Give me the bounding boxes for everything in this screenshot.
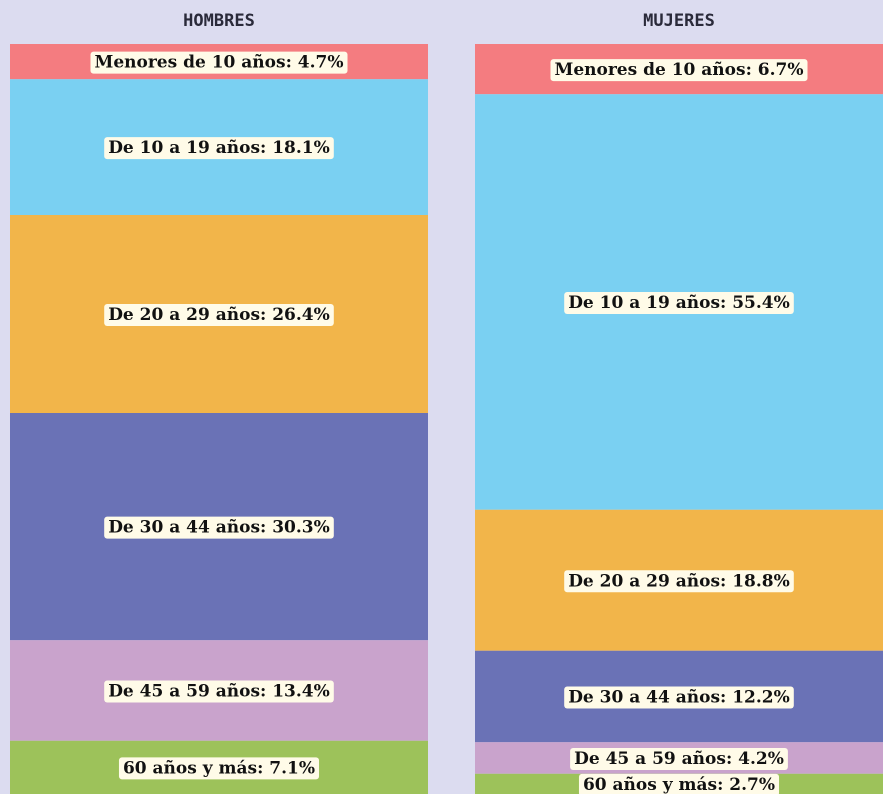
value-label: De 10 a 19 años: 18.1% xyxy=(108,138,330,158)
segment-label: De 20 a 29 años: 26.4% xyxy=(104,304,334,326)
segment-label: 60 años y más: 2.7% xyxy=(578,773,780,794)
label-background xyxy=(104,516,334,539)
column-title: MUJERES xyxy=(643,11,715,31)
value-label: De 45 a 59 años: 13.4% xyxy=(108,682,330,702)
label-background xyxy=(578,773,780,794)
segment-label: De 10 a 19 años: 55.4% xyxy=(564,292,794,314)
segment-label: Menores de 10 años: 6.7% xyxy=(550,59,808,82)
label-background xyxy=(104,680,334,703)
segment-label: De 10 a 19 años: 18.1% xyxy=(104,137,334,160)
value-label: De 20 a 29 años: 18.8% xyxy=(568,571,790,591)
label-background xyxy=(104,304,334,326)
segment-label: De 30 a 44 años: 30.3% xyxy=(104,516,334,539)
segment-label: De 45 a 59 años: 4.2% xyxy=(570,748,788,770)
label-background xyxy=(570,748,788,770)
segment-label: Menores de 10 años: 4.7% xyxy=(90,51,348,74)
value-label: De 20 a 29 años: 26.4% xyxy=(108,305,330,325)
segment-label: De 20 a 29 años: 18.8% xyxy=(564,570,794,593)
label-background xyxy=(118,757,320,780)
value-label: 60 años y más: 7.1% xyxy=(123,758,315,778)
value-label: Menores de 10 años: 6.7% xyxy=(555,60,804,80)
value-label: 60 años y más: 2.7% xyxy=(583,775,775,794)
label-background xyxy=(564,292,794,314)
column-title: HOMBRES xyxy=(183,11,255,31)
value-label: Menores de 10 años: 4.7% xyxy=(95,53,344,73)
segment-label: 60 años y más: 7.1% xyxy=(118,757,320,780)
value-label: De 10 a 19 años: 55.4% xyxy=(568,293,790,313)
segment-label: De 30 a 44 años: 12.2% xyxy=(564,686,794,709)
value-label: De 45 a 59 años: 4.2% xyxy=(574,749,784,769)
segment-label: De 45 a 59 años: 13.4% xyxy=(104,680,334,703)
label-background xyxy=(104,137,334,160)
label-background xyxy=(564,686,794,709)
label-background xyxy=(90,51,348,74)
label-background xyxy=(564,570,794,593)
value-label: De 30 a 44 años: 12.2% xyxy=(568,688,790,708)
value-label: De 30 a 44 años: 30.3% xyxy=(108,518,330,538)
label-background xyxy=(550,59,808,82)
